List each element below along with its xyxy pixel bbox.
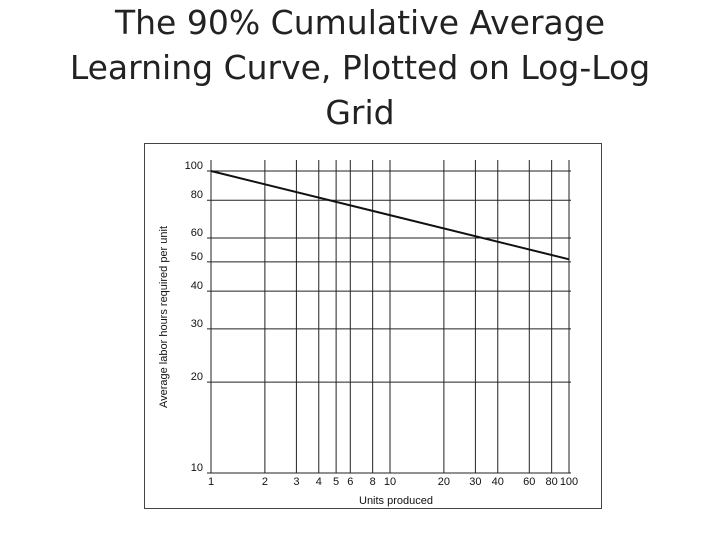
x-tick-label-8: 8 — [370, 476, 376, 488]
y-tick-label-30: 30 — [191, 318, 203, 330]
title-line-3: Grid — [325, 93, 395, 132]
x-tick-label-3: 3 — [293, 476, 299, 488]
x-tick-label-6: 6 — [347, 476, 353, 488]
x-tick-label-4: 4 — [316, 476, 322, 488]
chart-frame: 1 2 3 4 5 6 8 10 20 30 40 60 80 100 10 20 30 40 50 60 80 100… — [144, 143, 602, 509]
y-tick-label-80: 80 — [191, 189, 203, 201]
y-axis-label: Average labor hours required per unit — [158, 226, 170, 408]
y-tick-label-100: 100 — [185, 160, 203, 172]
x-tick-label-1: 1 — [208, 476, 214, 488]
title-line-1: The 90% Cumulative Average — [114, 3, 606, 42]
y-tick-label-50: 50 — [191, 251, 203, 263]
grid-lines — [207, 160, 571, 474]
x-tick-label-5: 5 — [333, 476, 339, 488]
x-tick-label-10: 10 — [384, 476, 396, 488]
slide-title: The 90% Cumulative Average Learning Curv… — [0, 0, 720, 135]
title-line-2: Learning Curve, Plotted on Log-Log — [69, 48, 651, 87]
y-tick-label-60: 60 — [191, 227, 203, 239]
x-axis-label: Units produced — [359, 495, 433, 507]
y-tick-label-40: 40 — [191, 280, 203, 292]
series-layer — [210, 170, 570, 261]
x-tick-labels: 1 2 3 4 5 6 8 10 20 30 40 60 80 100 — [208, 476, 578, 488]
learning-curve-line-0 — [210, 170, 570, 261]
x-tick-label-100: 100 — [560, 476, 578, 488]
x-tick-label-80: 80 — [546, 476, 558, 488]
learning-curve-chart: 1 2 3 4 5 6 8 10 20 30 40 60 80 100 10203040506080100… — [158, 160, 578, 507]
x-tick-label-60: 60 — [523, 476, 535, 488]
x-tick-label-40: 40 — [492, 476, 504, 488]
x-tick-label-20: 20 — [438, 476, 450, 488]
x-tick-label-2: 2 — [262, 476, 268, 488]
x-tick-label-30: 30 — [469, 476, 481, 488]
y-tick-label-20: 20 — [191, 371, 203, 383]
y-tick-label-10: 10 — [191, 462, 203, 474]
y-tick-labels: 10 20 30 40 50 60 80 100 — [185, 160, 203, 474]
